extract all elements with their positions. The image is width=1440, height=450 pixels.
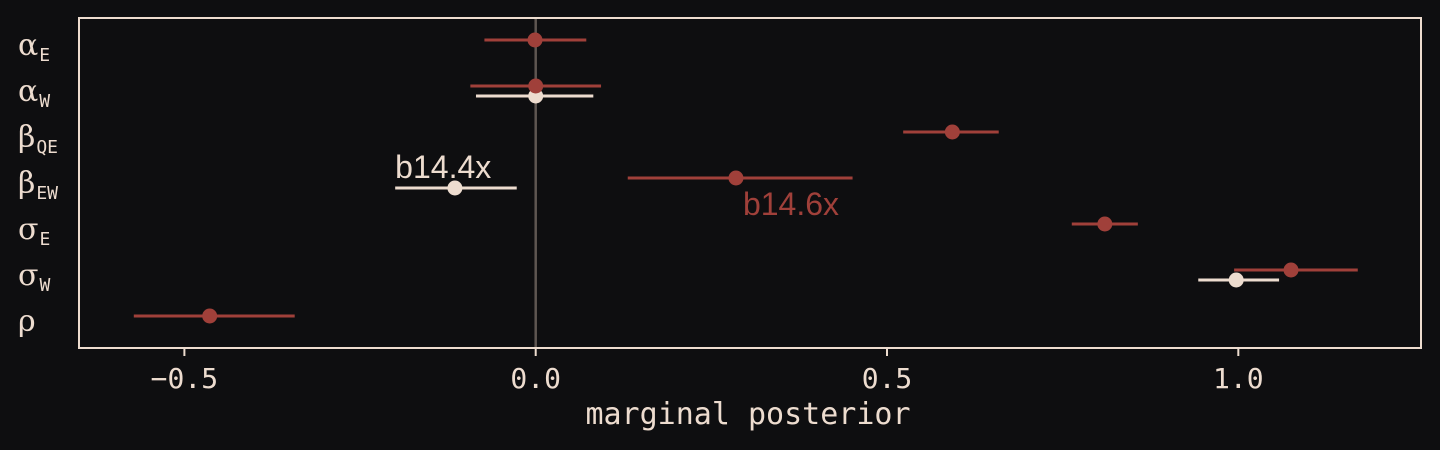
posterior-mean-point [202,308,218,324]
x-axis-ticks: −0.5 0.0 0.5 1.0 [151,348,1264,395]
parameter-subscript: W [39,275,50,296]
posterior-mean-point [528,78,544,94]
parameter-label: αE [18,28,50,66]
plot-frame [78,17,1422,349]
parameter-label: αW [18,74,50,112]
x-tick-label: 1.0 [1213,362,1264,395]
parameter-subscript: W [39,91,50,112]
series-label-b14-6x: b14.6x [743,186,839,222]
posterior-mean-point [944,124,960,140]
parameter-label: βEW [18,166,58,204]
posterior-mean-point [1097,216,1113,232]
parameter-subscript: EW [36,183,58,204]
parameter-symbol: α [18,74,38,109]
parameter-label: ρ [18,304,36,339]
parameter-label: σW [18,258,50,296]
parameter-symbol: ρ [18,304,36,339]
x-tick-label: −0.5 [151,362,218,395]
parameter-symbol: β [18,166,35,201]
interval-layer [133,32,1358,324]
parameter-subscript: QE [36,137,58,158]
parameter-label: βQE [18,120,58,158]
parameter-subscript: E [39,229,50,250]
series-label-b14-4x: b14.4x [395,149,491,185]
posterior-mean-point [527,32,543,48]
posterior-mean-point [447,180,463,196]
posterior-mean-point [1283,262,1299,278]
posterior-mean-point [728,170,744,186]
parameter-label: σE [18,212,50,250]
parameter-symbol: σ [18,212,38,247]
x-axis-title: marginal posterior [585,397,910,432]
series-annotations: b14.4x b14.6x [395,149,839,222]
parameter-symbol: α [18,28,38,63]
x-tick-label: 0.0 [510,362,561,395]
posterior-mean-point [1228,272,1244,288]
parameter-symbol: β [18,120,35,155]
parameter-symbol: σ [18,258,38,293]
x-tick-label: 0.5 [862,362,913,395]
parameter-subscript: E [39,45,50,66]
